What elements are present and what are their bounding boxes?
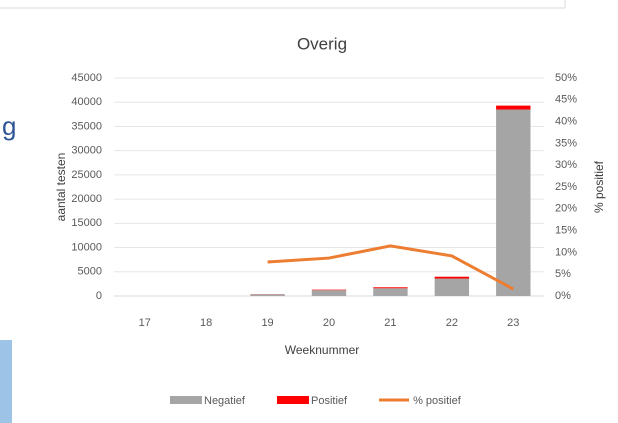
y-tick-label: 10000 (71, 241, 102, 253)
bar-segment (373, 288, 408, 296)
y2-tick-label: 35% (555, 137, 577, 149)
side-text: g (2, 111, 16, 141)
y-tick-label: 5000 (78, 266, 102, 278)
x-axis-title: Weeknummer (285, 343, 359, 357)
y2-tick-label: 15% (555, 225, 577, 237)
bar-segment (250, 294, 285, 296)
y-tick-label: 30000 (71, 145, 102, 157)
y-tick-label: 45000 (71, 72, 102, 84)
x-tick-label: 23 (507, 317, 519, 329)
y-tick-label: 35000 (71, 120, 102, 132)
y2-tick-label: 40% (555, 116, 577, 128)
y2-tick-label: 5% (555, 268, 571, 280)
legend-swatch (170, 396, 202, 404)
y-tick-label: 40000 (71, 96, 102, 108)
x-tick-label: 18 (200, 317, 212, 329)
bar-segment (311, 290, 347, 296)
y-tick-label: 25000 (71, 169, 102, 181)
y2-tick-label: 50% (555, 72, 577, 84)
bar-segment (496, 105, 531, 110)
y-tick-label: 15000 (71, 217, 102, 229)
y2-axis-title: % positief (592, 160, 606, 213)
bar-segment (434, 278, 470, 296)
x-tick-label: 22 (446, 317, 458, 329)
x-tick-label: 17 (139, 317, 151, 329)
x-tick-label: 20 (323, 317, 335, 329)
x-tick-label: 19 (261, 317, 273, 329)
side-panel (0, 340, 12, 423)
chart-title: Overig (297, 34, 347, 53)
line (267, 244, 514, 291)
y-axis-title: aantal testen (54, 153, 68, 222)
legend-label: Negatief (204, 395, 246, 407)
y-tick-label: 20000 (71, 193, 102, 205)
bar-segment (373, 287, 408, 289)
legend-swatch (276, 396, 309, 404)
bar-segment (496, 109, 531, 296)
y2-tick-label: 30% (555, 159, 577, 171)
legend-label: Positief (311, 395, 348, 407)
y2-tick-label: 45% (555, 94, 577, 106)
y-tick-label: 0 (96, 290, 102, 302)
y2-tick-label: 10% (555, 246, 577, 258)
legend-label: % positief (413, 395, 462, 407)
bar-segment (311, 289, 347, 291)
y2-tick-label: 20% (555, 203, 577, 215)
bar-segment (434, 276, 470, 279)
x-tick-label: 21 (384, 317, 396, 329)
y2-tick-label: 0% (555, 290, 571, 302)
y2-tick-label: 25% (555, 181, 577, 193)
